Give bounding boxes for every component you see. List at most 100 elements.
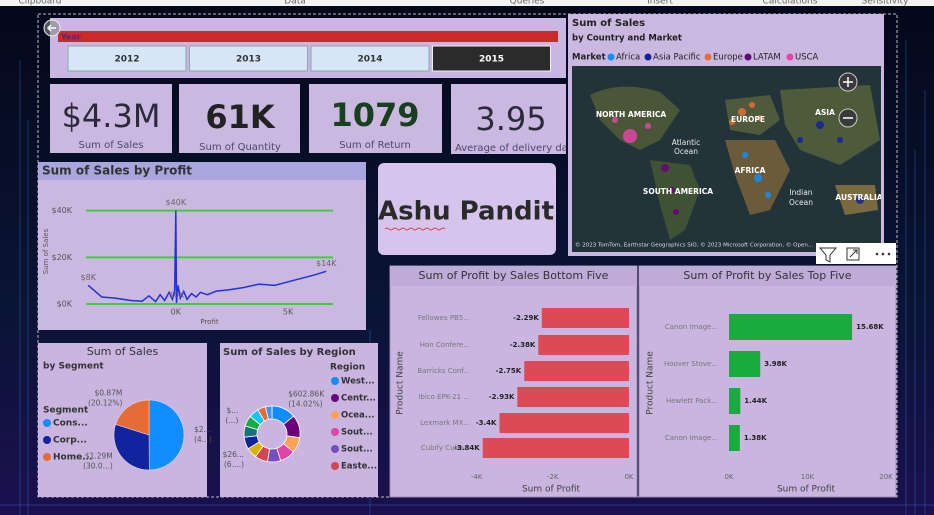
legend-swatch	[704, 53, 712, 61]
legend-label: Home...	[53, 453, 92, 463]
data-label: (14.02%)	[288, 400, 323, 409]
bubble	[673, 209, 679, 215]
data-label: (20.12%)	[88, 399, 123, 408]
data-label: (...)	[225, 416, 238, 425]
legend-label: Corp...	[53, 436, 87, 446]
x-tick-label: 0K	[624, 473, 633, 481]
bar	[482, 438, 629, 458]
legend-swatch	[331, 462, 339, 470]
category-label: Ibico EPK-21 ...	[418, 393, 470, 401]
slicer-option: 2012	[114, 55, 139, 65]
legend-swatch	[644, 53, 652, 61]
bubble	[729, 119, 735, 125]
spell-underline	[384, 227, 446, 231]
map-label: Indian	[789, 188, 812, 197]
bubble	[742, 152, 748, 158]
x-tick-label: 5K	[283, 308, 294, 317]
bubble	[612, 117, 618, 123]
data-label: -3.4K	[476, 419, 497, 427]
chart-subtitle: by Country and Market	[572, 34, 682, 44]
chart-title: Sum of Profit by Sales Top Five	[683, 269, 851, 282]
y-tick-label: $0K	[57, 300, 73, 309]
bubble	[856, 196, 864, 204]
data-label: $0K	[169, 291, 185, 300]
category-label: Canon Image...	[665, 434, 718, 442]
slice	[115, 399, 150, 436]
data-label: (6....)	[224, 460, 244, 469]
category-label: Canon Image...	[665, 323, 718, 331]
map-label: Ocean	[789, 198, 813, 207]
kpi-card	[179, 84, 300, 153]
legend-label: Europe	[713, 53, 743, 63]
legend-swatch	[331, 394, 339, 402]
visual-panel	[389, 265, 638, 498]
bubble	[797, 137, 803, 143]
ribbon-label: Sensitivity	[862, 0, 910, 7]
data-label: (30.0...)	[83, 462, 113, 471]
slicer-button[interactable]	[67, 45, 187, 72]
kpi-card	[451, 84, 566, 154]
bar	[538, 335, 629, 355]
kpi-value: 1079	[330, 96, 419, 134]
legend-title: Region	[330, 363, 365, 373]
slicer-buttons: 2012 2013 2014 2015	[67, 45, 551, 72]
data-label: 3.98K	[764, 360, 787, 368]
visual-header	[390, 266, 637, 286]
kpi-card	[309, 84, 442, 153]
bubble	[738, 108, 746, 116]
bubble	[661, 164, 669, 172]
focus-arrow	[849, 249, 858, 258]
bar	[517, 387, 629, 407]
y-axis-label: Product Name	[646, 351, 656, 415]
data-label: $8K	[81, 273, 97, 282]
focus-icon[interactable]	[846, 247, 860, 261]
visual-panel	[220, 343, 378, 497]
kpi-label: Average of delivery day	[455, 143, 574, 154]
y-tick-label: $20K	[51, 253, 72, 262]
category-label: Hon Confere...	[420, 341, 470, 349]
map-attribution: © 2023 TomTom, Earthstar Geographics SIO…	[575, 242, 813, 249]
bar	[524, 361, 629, 381]
bubble	[669, 187, 675, 193]
visual-header	[639, 266, 896, 286]
name-text: Ashu Pandit	[378, 197, 554, 227]
data-label: $0.87M	[94, 389, 122, 398]
data-label: $2...	[194, 425, 211, 434]
map-label: ASIA	[815, 108, 835, 117]
legend-swatch	[786, 53, 794, 61]
category-label: Cubify Cube...	[421, 444, 470, 452]
legend-swatch	[331, 428, 339, 436]
legend-label: Centr...	[341, 394, 376, 404]
legend-label: Ocea...	[341, 411, 374, 421]
data-label: 15.68K	[856, 323, 884, 331]
ribbon-label: Clipboard	[19, 0, 62, 7]
legend-swatch	[607, 53, 615, 61]
x-tick-label: -4K	[471, 473, 483, 481]
map-label: Ocean	[674, 147, 698, 156]
legend-swatch	[43, 436, 51, 444]
slicer-button[interactable]	[432, 45, 551, 72]
map-bubbles	[612, 102, 864, 215]
category-label: Fellowes PB5...	[418, 314, 470, 322]
chart-subtitle: by Segment	[43, 362, 104, 372]
filter-icon[interactable]	[818, 247, 838, 263]
map-label: SOUTH AMERICA	[643, 187, 713, 196]
more-options[interactable]	[875, 252, 891, 256]
bubble	[837, 137, 843, 143]
slicer-button[interactable]	[310, 45, 430, 72]
data-label: $602.86K	[288, 390, 325, 399]
ribbon-label: Data	[284, 0, 306, 7]
chart-title: Sum of Sales	[87, 345, 159, 358]
data-label: $40K	[166, 198, 187, 207]
bubble	[749, 102, 755, 108]
slice	[113, 424, 150, 471]
x-tick-label: 10K	[801, 473, 815, 481]
bar	[499, 413, 629, 433]
bubble	[757, 115, 763, 121]
legend-swatch	[331, 377, 339, 385]
land	[650, 160, 700, 240]
slicer-button[interactable]	[189, 45, 308, 72]
legend-label: Easte...	[341, 462, 377, 472]
data-label: -2.38K	[510, 341, 536, 349]
